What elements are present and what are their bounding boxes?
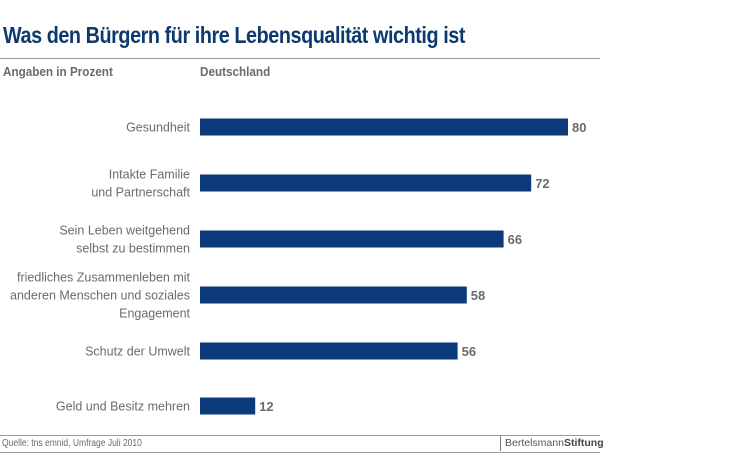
category-label: friedliches Zusammenleben mit (17, 271, 191, 285)
value-label: 66 (508, 232, 522, 247)
category-label: Intakte Familie (109, 168, 190, 182)
bar (200, 397, 256, 415)
series-label: Deutschland (200, 64, 271, 79)
category-label: Engagement (119, 307, 190, 321)
bar (200, 230, 504, 248)
category-label: Schutz der Umwelt (85, 345, 190, 359)
category-label: und Partnerschaft (91, 186, 190, 200)
unit-label: Angaben in Prozent (3, 64, 113, 79)
value-label: 12 (259, 399, 273, 414)
chart-title: Was den Bürgern für ihre Lebensqualität … (3, 22, 466, 48)
bar (200, 118, 568, 136)
bar (200, 342, 458, 360)
category-label: selbst zu bestimmen (76, 242, 190, 256)
value-label: 80 (572, 120, 586, 135)
title-divider (0, 58, 600, 59)
category-label: Gesundheit (126, 121, 190, 135)
footer-divider-bottom (0, 452, 600, 453)
category-label: Sein Leben weitgehend (59, 224, 190, 238)
logo-text-1: Bertelsmann (505, 437, 564, 449)
footer-divider-top (0, 435, 600, 436)
logo-text-2: Stiftung (563, 437, 604, 449)
value-label: 56 (462, 344, 476, 359)
value-label: 58 (471, 288, 485, 303)
bar (200, 174, 532, 192)
value-label: 72 (535, 176, 549, 191)
bertelsmann-stiftung-logo: BertelsmannStiftung (500, 436, 604, 451)
category-label: Geld und Besitz mehren (56, 400, 190, 414)
bar (200, 286, 467, 304)
category-label: anderen Menschen und soziales (10, 289, 190, 303)
source-note: Quelle: tns emnid, Umfrage Juli 2010 (2, 438, 142, 449)
